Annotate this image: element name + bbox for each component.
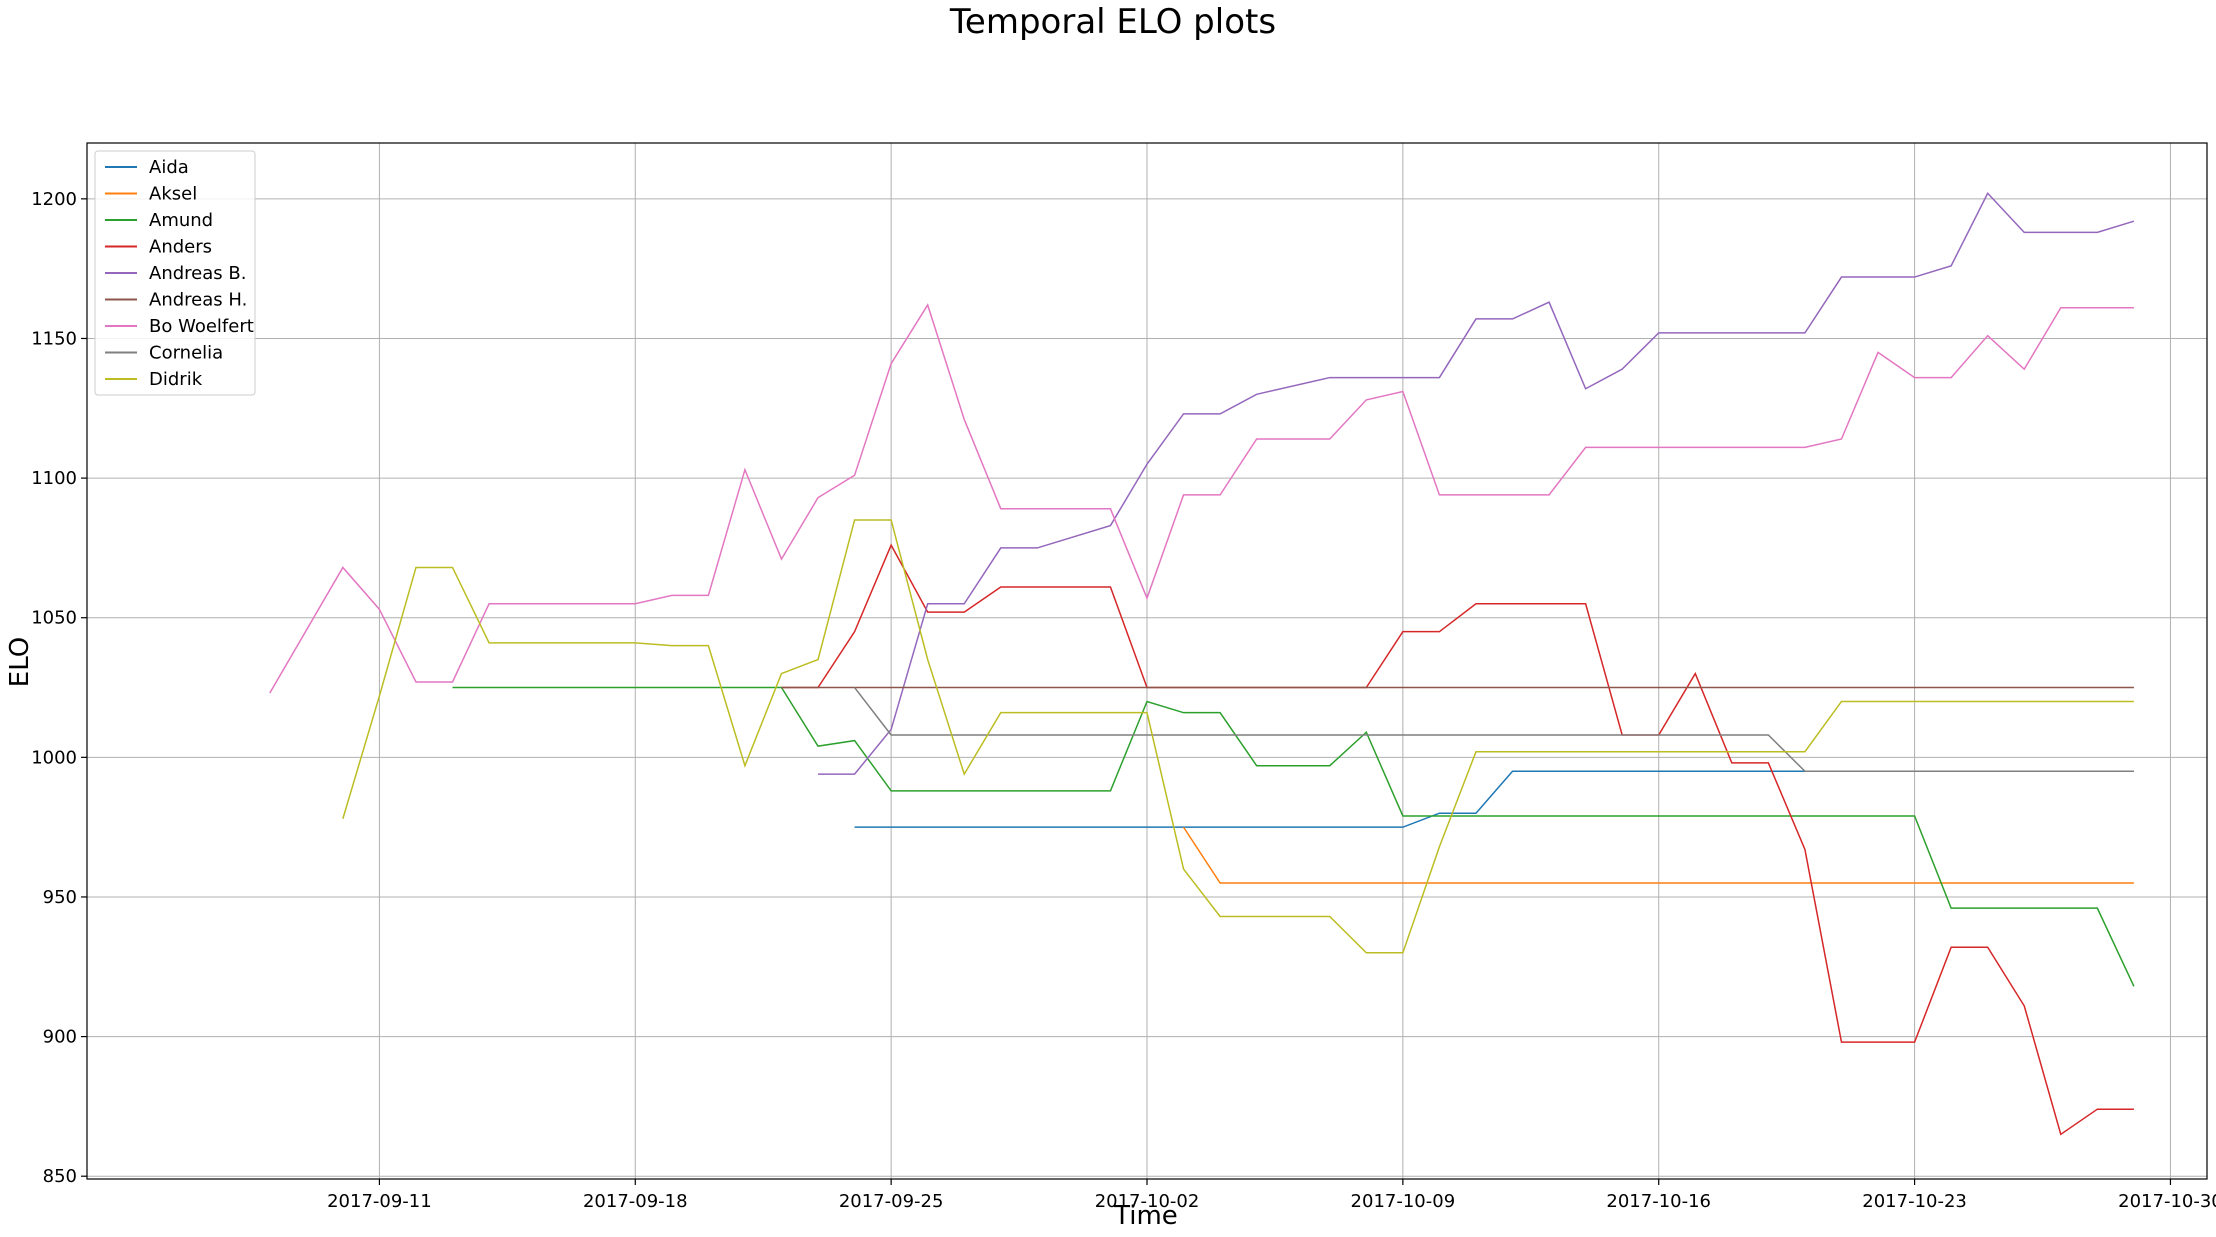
x-tick-label: 2017-10-30 [2118, 1191, 2216, 1212]
legend-label-andreas-b: Andreas B. [149, 263, 246, 284]
y-tick-label: 1050 [31, 608, 77, 629]
series-line-didrik [342, 519, 2134, 954]
x-axis-label: Time [1113, 1201, 1178, 1231]
y-axis-label: ELO [5, 637, 35, 687]
legend-label-anders: Anders [149, 237, 212, 258]
y-tick-label: 1000 [31, 747, 77, 768]
grid-lines [87, 143, 2207, 1179]
chart-title: Temporal ELO plots [949, 2, 1276, 42]
series-line-cornelia [853, 687, 2134, 773]
series-line-aksel [1182, 826, 2134, 884]
x-tick-label: 2017-10-09 [1351, 1191, 1456, 1212]
series-line-bo-woelfert [269, 303, 2134, 694]
legend-label-aksel: Aksel [149, 184, 197, 205]
y-tick-label: 1200 [31, 189, 77, 210]
x-tick-label: 2017-09-11 [327, 1191, 432, 1212]
x-tick-label: 2017-10-16 [1606, 1191, 1711, 1212]
legend-box [94, 150, 256, 396]
series-line-andreas-b [818, 191, 2135, 775]
y-tick-label: 950 [43, 887, 77, 908]
legend-label-bo-woelfert: Bo Woelfert [149, 316, 254, 337]
tick-labels: 2017-09-11 2017-09-18 2017-09-25 2017-10-02… [31, 189, 2216, 1212]
series-lines [269, 191, 2135, 1136]
legend-label-aida: Aida [149, 157, 189, 178]
series-line-anders [781, 543, 2134, 1136]
x-tick-label: 2017-09-18 [583, 1191, 688, 1212]
legend-label-didrik: Didrik [149, 369, 203, 390]
series-line-amund [452, 686, 2135, 987]
legend-label-amund: Amund [149, 210, 213, 231]
y-tick-label: 900 [43, 1027, 77, 1048]
x-tick-label: 2017-10-02 [1095, 1191, 1200, 1212]
x-tick-label: 2017-09-25 [839, 1191, 944, 1212]
legend-label-andreas-h: Andreas H. [149, 290, 247, 311]
x-tick-label: 2017-10-23 [1862, 1191, 1967, 1212]
y-tick-label: 850 [43, 1166, 77, 1187]
y-tick-label: 1100 [31, 468, 77, 489]
series-line-aida [854, 770, 2134, 828]
legend: Aida Aksel Amund Anders Andreas B. Andreas H.… [94, 150, 256, 396]
legend-label-cornelia: Cornelia [149, 343, 223, 364]
y-tick-label: 1150 [31, 328, 77, 349]
